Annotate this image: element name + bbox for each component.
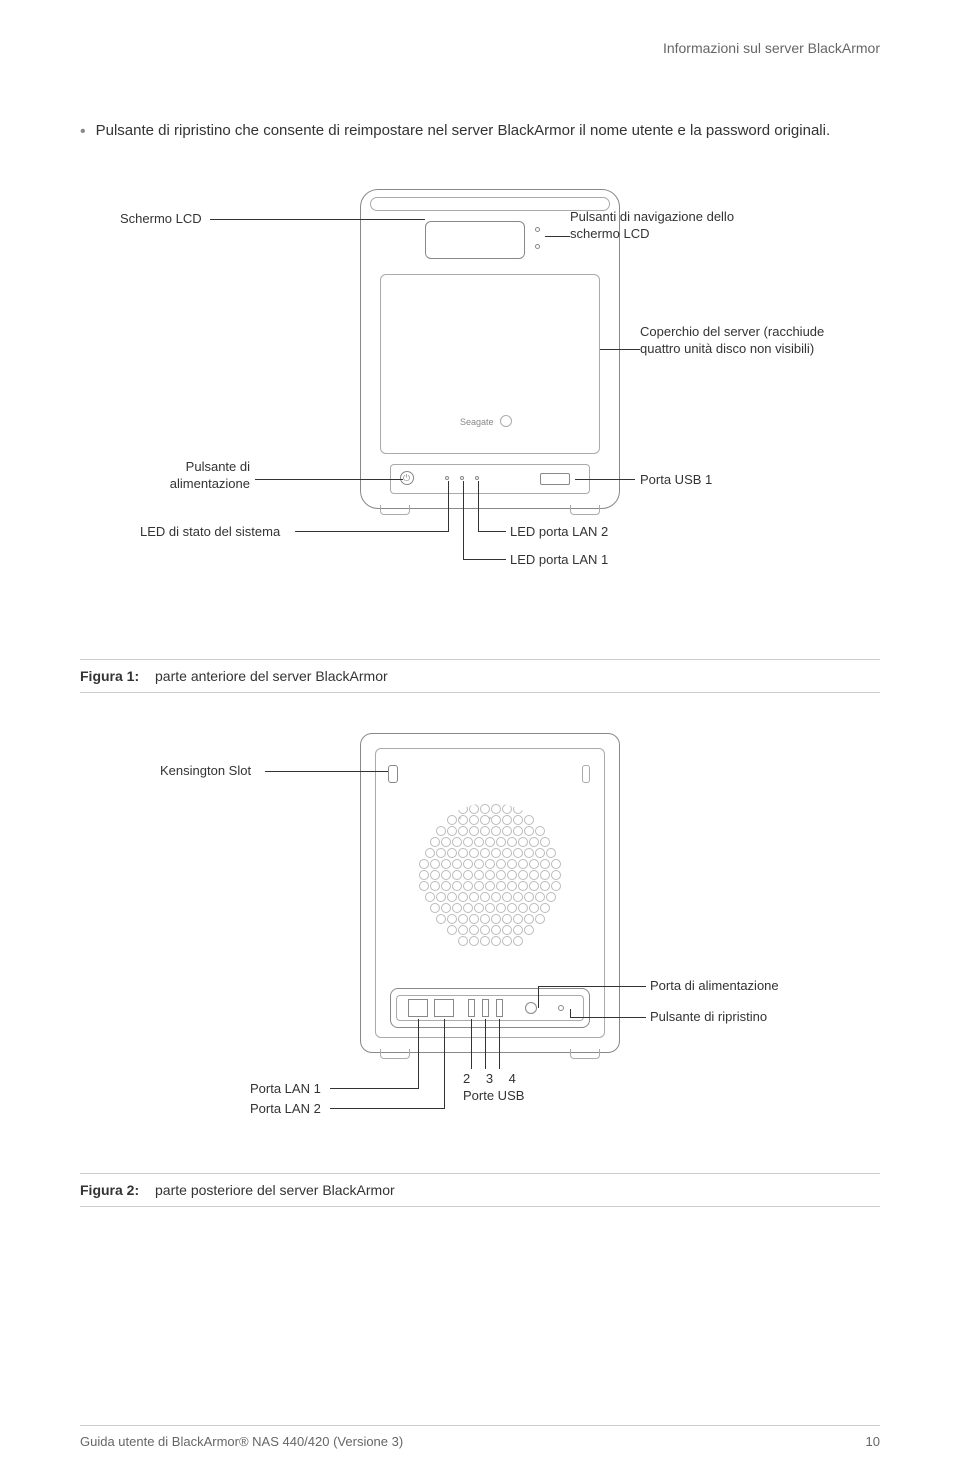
lan2-led-icon bbox=[475, 476, 479, 480]
leader-sysled-h bbox=[295, 531, 448, 532]
leader-dc-v bbox=[538, 986, 539, 1008]
sys-led-icon bbox=[445, 476, 449, 480]
label-lan2led: LED porta LAN 2 bbox=[510, 524, 608, 541]
leader-lcd bbox=[210, 219, 425, 220]
figure2-caption: parte posteriore del server BlackArmor bbox=[155, 1182, 395, 1198]
leader-cover bbox=[600, 349, 640, 350]
nav-button-down bbox=[535, 244, 540, 249]
rear-device bbox=[360, 733, 620, 1073]
lan2-port-icon bbox=[434, 999, 454, 1017]
fan-grille bbox=[415, 803, 565, 953]
leader-reset-h bbox=[570, 1017, 646, 1018]
bullet-item: • Pulsante di ripristino che consente di… bbox=[80, 120, 880, 144]
leader-usb4-v bbox=[499, 1019, 500, 1069]
bullet-icon: • bbox=[80, 120, 86, 144]
figure1-row: Figura 1: parte anteriore del server Bla… bbox=[80, 659, 880, 693]
leader-rlan1-v bbox=[418, 1019, 419, 1089]
label-cover: Coperchio del server (racchiude quattro … bbox=[640, 324, 840, 358]
usb2-port-icon bbox=[468, 999, 475, 1017]
figure2-label: Figura 2: bbox=[80, 1182, 139, 1198]
footer: Guida utente di BlackArmor® NAS 440/420 … bbox=[80, 1425, 880, 1449]
leader-lan1-v bbox=[463, 481, 464, 560]
usb3-port-icon bbox=[482, 999, 489, 1017]
label-usb-nums: 2 3 4 bbox=[463, 1071, 522, 1088]
lan1-port-icon bbox=[408, 999, 428, 1017]
label-nav: Pulsanti di navigazione dello schermo LC… bbox=[570, 209, 740, 243]
usb4-port-icon bbox=[496, 999, 503, 1017]
leader-rlan2-v bbox=[444, 1019, 445, 1109]
leader-usb3-v bbox=[485, 1019, 486, 1069]
footer-page-number: 10 bbox=[866, 1434, 880, 1449]
seagate-logo: Seagate bbox=[460, 417, 494, 427]
label-usb: Porta USB 1 bbox=[640, 472, 712, 489]
leader-rlan1-h bbox=[330, 1088, 418, 1089]
handle-right-icon bbox=[582, 765, 590, 783]
reset-hole-icon bbox=[558, 1005, 564, 1011]
figure2-row: Figura 2: parte posteriore del server Bl… bbox=[80, 1173, 880, 1207]
bullet-text: Pulsante di ripristino che consente di r… bbox=[96, 120, 831, 144]
rear-foot-left bbox=[380, 1049, 410, 1059]
label-power: Pulsante di alimentazione bbox=[150, 459, 250, 493]
nav-button-up bbox=[535, 227, 540, 232]
usb-slot-icon bbox=[540, 473, 570, 485]
kensington-slot-icon bbox=[388, 765, 398, 783]
leader-sysled-v bbox=[448, 481, 449, 532]
front-diagram: Seagate ⏻ Schermo LCD Pulsanti di naviga… bbox=[80, 169, 880, 649]
leader-lan2-v bbox=[478, 481, 479, 532]
rear-foot-right bbox=[570, 1049, 600, 1059]
label-lan1led: LED porta LAN 1 bbox=[510, 552, 608, 569]
foot-right bbox=[570, 505, 600, 515]
label-sysled: LED di stato del sistema bbox=[140, 524, 280, 541]
label-lcd: Schermo LCD bbox=[120, 211, 202, 228]
label-usb-ports: Porte USB bbox=[463, 1088, 524, 1105]
footer-left: Guida utente di BlackArmor® NAS 440/420 … bbox=[80, 1434, 403, 1449]
leader-dc-h bbox=[538, 986, 646, 987]
leader-kens bbox=[265, 771, 388, 772]
leader-usb2-v bbox=[471, 1019, 472, 1069]
power-symbol-icon: ⏻ bbox=[403, 473, 410, 484]
leader-nav bbox=[545, 236, 570, 237]
figure1-caption: parte anteriore del server BlackArmor bbox=[155, 668, 388, 684]
cover-panel bbox=[380, 274, 600, 454]
fan-grid bbox=[415, 803, 565, 953]
foot-left bbox=[380, 505, 410, 515]
label-reset: Pulsante di ripristino bbox=[650, 1009, 767, 1026]
label-dc: Porta di alimentazione bbox=[650, 978, 779, 995]
label-lan2: Porta LAN 2 bbox=[250, 1101, 321, 1118]
dc-port-icon bbox=[525, 1002, 537, 1014]
page: Informazioni sul server BlackArmor • Pul… bbox=[0, 0, 960, 1479]
leader-power bbox=[255, 479, 403, 480]
leader-lan2-h bbox=[478, 531, 506, 532]
leader-usb bbox=[575, 479, 635, 480]
leader-reset-v bbox=[570, 1009, 571, 1018]
leader-lan1-h bbox=[463, 559, 506, 560]
lan1-led-icon bbox=[460, 476, 464, 480]
figure1-label: Figura 1: bbox=[80, 668, 139, 684]
leader-rlan2-h bbox=[330, 1108, 445, 1109]
lcd-screen bbox=[425, 221, 525, 259]
rear-diagram: Kensington Slot Porta di alimentazione P… bbox=[80, 723, 880, 1163]
header-right: Informazioni sul server BlackArmor bbox=[663, 40, 880, 56]
label-lan1: Porta LAN 1 bbox=[250, 1081, 321, 1098]
seagate-swirl-icon bbox=[500, 415, 512, 427]
label-kensington: Kensington Slot bbox=[160, 763, 251, 780]
